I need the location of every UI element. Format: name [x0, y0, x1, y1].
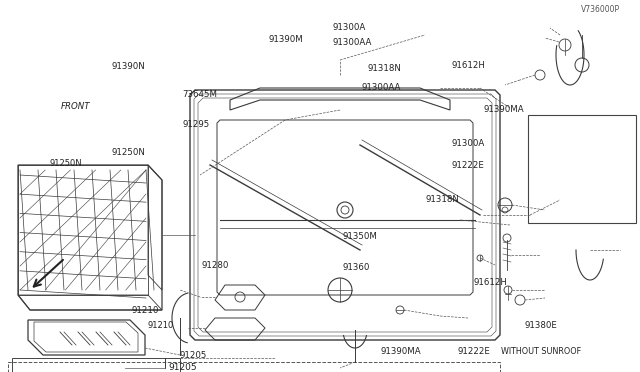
- Bar: [528, 115, 636, 223]
- Bar: [8, 362, 500, 372]
- Text: 91300AA: 91300AA: [362, 83, 401, 92]
- Text: 91612H: 91612H: [451, 61, 485, 70]
- Text: FRONT: FRONT: [61, 102, 90, 110]
- Bar: [12, 358, 180, 372]
- Text: 91222E: 91222E: [458, 347, 490, 356]
- Text: 91300A: 91300A: [451, 139, 484, 148]
- Text: 91250N: 91250N: [112, 148, 146, 157]
- Text: 91210: 91210: [148, 321, 174, 330]
- Text: WITHOUT SUNROOF: WITHOUT SUNROOF: [500, 347, 581, 356]
- Text: 91222E: 91222E: [451, 161, 484, 170]
- Text: 91350M: 91350M: [342, 232, 377, 241]
- Text: V736000P: V736000P: [581, 6, 620, 15]
- Text: 91210: 91210: [131, 306, 159, 315]
- Text: 91390M: 91390M: [269, 35, 303, 44]
- Text: 73645M: 73645M: [182, 90, 218, 99]
- Text: 91205: 91205: [168, 363, 196, 372]
- Text: 91360: 91360: [342, 263, 370, 272]
- Text: 91318N: 91318N: [368, 64, 402, 73]
- Text: 91250N: 91250N: [50, 158, 83, 167]
- Text: 91390N: 91390N: [112, 62, 146, 71]
- Text: 91380E: 91380E: [524, 321, 557, 330]
- Text: 91300A: 91300A: [333, 23, 366, 32]
- Text: 91612H: 91612H: [474, 278, 508, 287]
- Text: 91390MA: 91390MA: [483, 105, 524, 114]
- Text: 91295: 91295: [182, 120, 210, 129]
- Text: 91280: 91280: [202, 262, 229, 270]
- Text: 91318N: 91318N: [426, 195, 460, 203]
- Text: 91300AA: 91300AA: [333, 38, 372, 47]
- Text: 91390MA: 91390MA: [381, 347, 421, 356]
- Text: 91205: 91205: [179, 351, 207, 360]
